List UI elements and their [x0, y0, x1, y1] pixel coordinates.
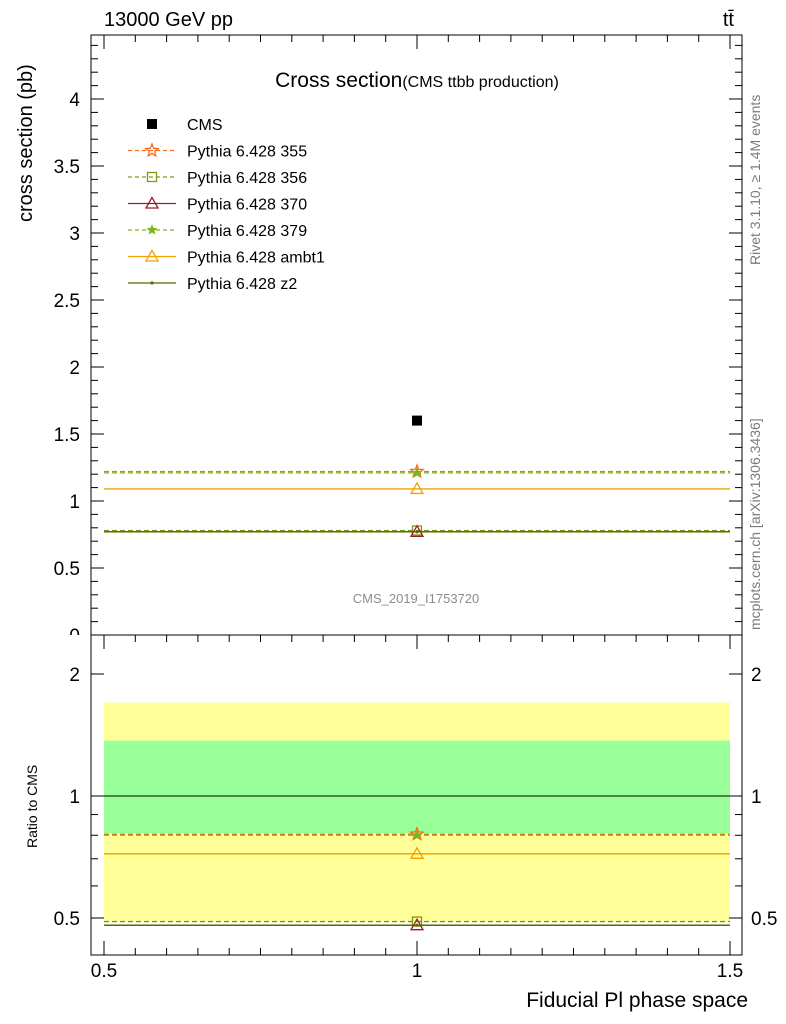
ratio-band-inner [104, 740, 730, 834]
legend: CMS Pythia 6.428 355 Pythia 6.428 356 Pythi… [128, 117, 325, 293]
series-marker [409, 481, 425, 495]
legend-marker [144, 196, 160, 209]
top-y-axis-label: cross section (pb) [15, 64, 37, 222]
ratio-series-group [104, 825, 730, 931]
ratio-panel: 0.5 1 2 0.5 1 2 Ratio to CMS [24, 634, 778, 956]
y-tick-label: 1 [69, 492, 80, 513]
ratio-series-marker [409, 917, 425, 931]
x-tick-label: 1.5 [717, 961, 743, 982]
series-marker [409, 524, 425, 537]
ratio-bands [104, 702, 730, 922]
process-label: tt̄ [723, 9, 735, 31]
y-tick-label: 2 [69, 358, 80, 379]
x-tick-label: 0.5 [91, 961, 117, 982]
legend-marker [146, 224, 158, 235]
legend-marker [150, 281, 154, 285]
y-tick-label: 1.5 [54, 425, 80, 446]
title-main: Cross section [275, 69, 402, 92]
legend-label: Pythia 6.428 z2 [187, 276, 297, 293]
ratio-y-tick-label-right: 1 [751, 787, 762, 808]
y-tick-label: 0.5 [54, 559, 80, 580]
top-tick-labels: 0.5 1 1.5 2 2.5 3 3.5 4 0 [54, 90, 81, 647]
title-sub: (CMS ttbb production) [402, 74, 559, 91]
legend-marker [146, 171, 158, 183]
legend-marker [144, 142, 160, 158]
ratio-tick-labels: 0.5 1 2 0.5 1 2 [54, 665, 778, 930]
top-series-group [104, 415, 730, 537]
legend-marker-cms [147, 119, 157, 129]
legend-label-cms: CMS [187, 117, 223, 134]
legend-label: Pythia 6.428 370 [187, 197, 307, 214]
y-tick-label: 2.5 [54, 291, 80, 312]
top-ticks [91, 35, 742, 636]
ratio-ticks [91, 635, 742, 955]
ratio-y-tick-label-left: 2 [69, 665, 80, 686]
data-point-cms [412, 415, 422, 426]
mcplots-label: mcplots.cern.ch [arXiv:1306.3436] [747, 418, 763, 630]
ratio-y-tick-label-left: 0.5 [54, 909, 80, 930]
series-marker [411, 467, 423, 478]
y-tick-label: 4 [69, 90, 80, 111]
ratio-y-tick-label-right: 0.5 [751, 909, 777, 930]
legend-label: Pythia 6.428 355 [187, 144, 307, 161]
analysis-watermark: CMS_2019_I1753720 [353, 591, 480, 606]
y-tick-label: 3 [69, 224, 80, 245]
legend-label: Pythia 6.428 379 [187, 223, 307, 240]
ratio-series-marker [411, 829, 423, 840]
x-tick-label: 1 [412, 961, 423, 982]
legend-marker [144, 249, 160, 262]
energy-label: 13000 GeV pp [104, 9, 233, 31]
ratio-y-tick-label-left: 1 [69, 787, 80, 808]
top-panel: 0.5 1 1.5 2 2.5 3 3.5 4 0 cross section (pb) Cro… [15, 34, 743, 647]
legend-label: Pythia 6.428 356 [187, 170, 307, 187]
ratio-series-marker [409, 846, 425, 859]
ratio-y-tick-label-right: 2 [751, 665, 762, 686]
x-tick-labels: 0.5 1 1.5 [91, 961, 743, 982]
y-tick-label: 3.5 [54, 157, 80, 178]
top-panel-title: Cross section(CMS ttbb production) [275, 69, 559, 92]
ratio-y-axis-label: Ratio to CMS [24, 765, 40, 848]
ratio-series-marker [415, 923, 419, 927]
legend-label: Pythia 6.428 ambt1 [187, 250, 325, 267]
y-tick-label-zero: 0 [69, 626, 80, 647]
rivet-version-label: Rivet 3.1.10, ≥ 1.4M events [747, 95, 763, 265]
x-axis-label: Fiducial Pl phase space [526, 989, 748, 1012]
series-marker [415, 530, 419, 534]
